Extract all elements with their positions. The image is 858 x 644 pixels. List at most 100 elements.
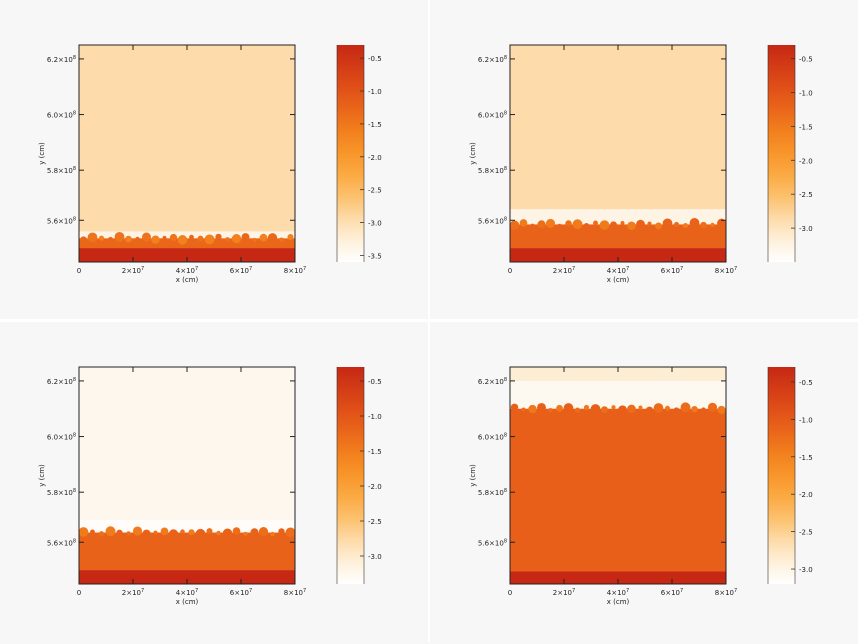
mixing-plume [673,221,680,228]
pale-transition-band [79,520,295,533]
mixing-plume [107,236,114,243]
colorbar-tick-label: -1.0 [799,416,813,424]
mixing-plume [125,235,132,243]
mixing-plume [241,233,250,242]
y-axis-label: y (cm) [469,464,477,487]
colorbar-tick-label: -0.5 [368,378,382,386]
colorbar-tick-label: -1.0 [368,88,382,96]
x-tick-label: 6×107 [661,266,683,275]
mixing-plume [169,233,178,242]
y-tick-label: 6.2×108 [47,377,76,386]
mixing-plume [583,222,590,229]
colorbar-tick-label: -2.5 [368,187,382,195]
mixing-plume [116,529,123,537]
mixing-plume [222,528,233,538]
mixing-plume [98,235,105,241]
mixing-plume [231,233,242,244]
panel-divider-horizontal [0,319,858,322]
heatmap-chart: 0 2×107 4×107 6×107 8×107 5.6×108 5.8×108 6.0×1… [38,366,382,606]
colorbar [768,45,795,262]
mixing-plume [78,527,89,537]
colorbar-tick-label: -3.0 [368,220,382,228]
mixing-plume [285,527,296,538]
pale-transition-band [79,231,295,239]
colorbar [337,45,364,262]
fluid-region [79,45,295,262]
mixing-plume [206,528,213,535]
pale-transition-band [510,380,726,409]
x-tick-label: 0 [508,267,512,275]
mixing-plume [599,220,610,230]
mixing-plume [653,403,664,413]
mixing-plume [673,407,680,413]
heatmap-chart: 0 2×107 4×107 6×107 8×107 5.6×108 5.8×108 6.0×1… [469,44,813,284]
x-tick-label: 2×107 [553,266,575,275]
mixing-plume [509,220,520,230]
y-tick-label: 6.2×108 [47,55,76,64]
mixing-plume [700,221,707,229]
x-tick-label: 0 [77,589,81,597]
colorbar-tick-label: -0.5 [799,379,813,387]
y-tick-label: 5.6×108 [47,216,76,225]
x-axis-label: x (cm) [176,598,199,606]
mixing-plume [162,235,167,240]
y-axis-label: y (cm) [38,142,46,165]
x-tick-label: 2×107 [553,588,575,597]
mixing-plume [717,405,726,415]
y-axis-label: y (cm) [38,464,46,487]
y-tick-label: 5.8×108 [47,166,76,175]
mixing-plume [135,236,140,241]
y-axis-label: y (cm) [469,142,477,165]
mixing-plume [537,220,546,229]
y-tick-label: 6.0×108 [47,433,76,442]
mixing-plume [153,530,158,535]
mixing-plume [250,528,259,537]
x-tick-label: 4×107 [607,588,629,597]
x-tick-label: 0 [508,589,512,597]
colorbar-tick-label: -3.0 [799,566,813,574]
colorbar-tick-label: -3.0 [368,553,382,561]
mixing-plume [177,235,188,245]
mixing-plume [590,404,601,414]
mixing-plume [270,531,275,537]
pale-transition-band [510,209,726,225]
mixing-plume [267,233,278,243]
mixing-plume [627,221,636,231]
panel-bottom-left: 0 2×107 4×107 6×107 8×107 5.6×108 5.8×108 6.0×1… [0,322,425,640]
mixing-plume [620,220,625,226]
y-tick-label: 5.6×108 [478,216,507,225]
mixing-plume [645,406,654,414]
x-axis-label: x (cm) [607,598,630,606]
mixing-plume [126,531,131,536]
x-tick-label: 8×107 [284,266,306,275]
mixing-plume [530,223,535,228]
x-tick-label: 2×107 [122,266,144,275]
colorbar-tick-label: -3.0 [799,225,813,233]
mixed-layer [79,238,295,249]
colorbar-tick-label: -1.5 [799,454,813,462]
mixing-plume [287,233,294,241]
mixing-plume [647,221,652,226]
mixing-plume [142,232,151,242]
panel-top-left: 0 2×107 4×107 6×107 8×107 5.6×108 5.8×108 6.0×1… [0,0,425,318]
mixing-plume [519,219,528,227]
colorbar-tick-label: -2.0 [368,483,382,491]
mixing-plume [636,219,645,229]
mixing-plume [132,526,143,536]
mixing-plume [627,404,636,414]
mixing-plume [707,402,718,412]
colorbar-tick-label: -1.0 [799,89,813,97]
mixing-plume [682,222,689,229]
mixing-plume [278,528,285,535]
x-tick-label: 6×107 [661,588,683,597]
x-axis-label: x (cm) [176,276,199,284]
x-tick-label: 2×107 [122,588,144,597]
mixing-plume [572,219,583,230]
mixing-plume [510,403,519,411]
x-tick-label: 6×107 [230,266,252,275]
mixing-plume [609,221,618,229]
mixing-plume [557,223,562,229]
mixed-layer [79,532,295,571]
mixing-plume [258,527,269,537]
panel-bottom-right: 0 2×107 4×107 6×107 8×107 5.6×108 5.8×108 6.0×1… [431,322,856,640]
